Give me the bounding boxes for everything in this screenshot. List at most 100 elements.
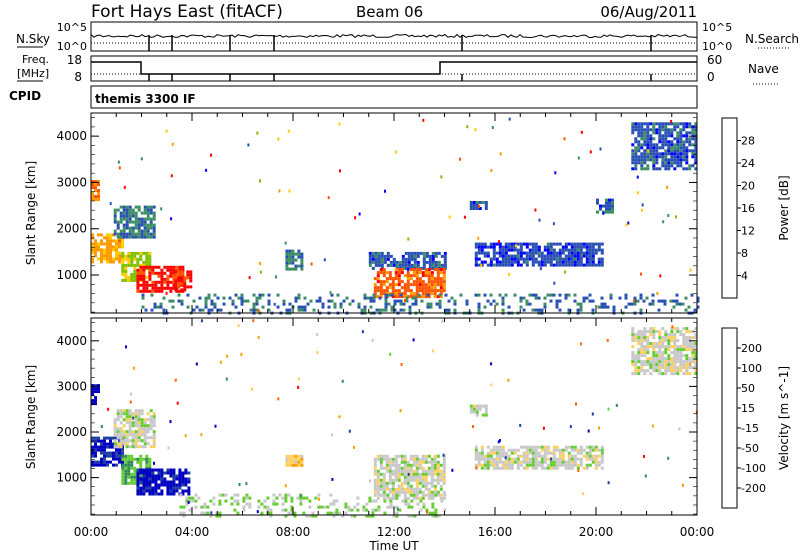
velocity-cell-1375 xyxy=(263,499,267,503)
power-cell-450 xyxy=(288,249,292,253)
velocity-cell-1076 xyxy=(637,369,641,373)
velocity-cell-1539 xyxy=(214,424,217,428)
power-cell-834 xyxy=(495,257,499,261)
velocity-cell-400 xyxy=(163,483,167,487)
velocity-cell-1015 xyxy=(597,454,601,458)
velocity-cell-629 xyxy=(409,484,413,488)
power-cell-731 xyxy=(427,283,431,287)
power-cell-15 xyxy=(97,192,100,196)
power-cell-1277 xyxy=(673,146,677,150)
power-cell-914 xyxy=(531,257,535,261)
power-cell-474 xyxy=(300,264,304,268)
velocity-cell-1016 xyxy=(597,460,601,464)
velocity-cell-1337 xyxy=(206,511,210,515)
velocity-cell-1096 xyxy=(643,345,647,349)
velocity-cell-17 xyxy=(91,445,94,449)
velocity-cell-1228 xyxy=(673,372,677,376)
power-cell-1550 xyxy=(408,308,412,312)
power-cell-1463 xyxy=(288,308,292,312)
velocity-cell-1294 xyxy=(691,351,695,355)
velocity-cell-73 xyxy=(112,451,115,455)
velocity-cell-1029 xyxy=(472,407,476,411)
velocity-cell-206 xyxy=(140,445,144,449)
power-cell-295 xyxy=(148,257,152,261)
velocity-cell-1137 xyxy=(652,366,656,370)
power-cell-481 xyxy=(371,251,375,255)
velocity-cell-476 xyxy=(297,463,301,467)
velocity-cell-1266 xyxy=(685,336,689,340)
velocity-cell-1575 xyxy=(396,507,399,511)
velocity-cell-442 xyxy=(181,483,185,487)
velocity-cell-1453 xyxy=(362,505,366,509)
time-tick-label-5: 20:00 xyxy=(579,525,614,539)
power-cell-486 xyxy=(374,251,378,255)
power-cell-132 xyxy=(125,208,129,212)
velocity-cell-421 xyxy=(172,483,176,487)
velocity-cell-1075 xyxy=(637,366,641,370)
power-cell-395 xyxy=(178,265,182,269)
power-cell-1405 xyxy=(204,305,208,309)
velocity-cell-19 xyxy=(91,451,94,455)
velocity-cell-308 xyxy=(145,457,149,461)
velocity-cell-255 xyxy=(124,463,128,467)
velocity-cell-538 xyxy=(388,460,392,464)
power-cell-1252 xyxy=(667,146,671,150)
power-cell-453 xyxy=(288,258,292,262)
power-cell-1768 xyxy=(247,143,250,147)
power-cell-1436 xyxy=(252,293,256,297)
velocity-cell-130 xyxy=(119,442,123,446)
power-cell-1200 xyxy=(655,146,659,150)
power-cell-112 xyxy=(116,235,120,239)
velocity-cell-1301 xyxy=(694,336,698,340)
power-cell-428 xyxy=(180,288,184,292)
power-cell-194 xyxy=(146,205,150,209)
velocity-cell-1360 xyxy=(236,511,240,515)
power-cell-934 xyxy=(543,245,547,249)
velocity-cell-1475 xyxy=(386,505,390,509)
velocity-cell-1071 xyxy=(637,351,641,355)
power-cell-165 xyxy=(134,226,138,230)
power-cell-1764 xyxy=(259,270,262,274)
power-cell-445 xyxy=(285,255,289,259)
power-cell-373 xyxy=(166,283,170,287)
velocity-cell-563 xyxy=(394,460,398,464)
power-cell-1449 xyxy=(261,305,265,309)
velocity-cell-625 xyxy=(409,469,413,473)
velocity-cell-138 xyxy=(122,436,126,440)
power-cell-770 xyxy=(442,271,446,275)
power-cell-1753 xyxy=(636,191,639,195)
power-cell-1179 xyxy=(649,152,653,156)
power-cell-139 xyxy=(125,232,129,236)
velocity-cell-1097 xyxy=(643,348,647,352)
power-cell-1480 xyxy=(315,299,319,303)
velocity-cell-1302 xyxy=(694,342,698,346)
velocity-cell-238 xyxy=(152,433,156,437)
power-cell-607 xyxy=(379,271,383,275)
velocity-cell-811 xyxy=(495,463,499,467)
power-cell-1052 xyxy=(591,257,595,261)
velocity-cell-189 xyxy=(137,421,141,425)
velocity-cell-848 xyxy=(513,460,517,464)
velocity-cell-454 xyxy=(187,486,191,490)
velocity-cell-987 xyxy=(582,448,586,452)
power-cell-1132 xyxy=(640,131,644,135)
velocity-cell-1390 xyxy=(281,496,285,500)
power-cell-809 xyxy=(480,260,484,264)
power-cell-103 xyxy=(113,217,117,221)
velocity-cell-868 xyxy=(525,454,529,458)
power-cell-888 xyxy=(519,248,523,252)
power-cell-1342 xyxy=(688,143,692,147)
power-cell-1625 xyxy=(534,293,538,297)
power-cell-621 xyxy=(385,271,389,275)
power-cell-521 xyxy=(401,254,405,258)
velocity-cell-1467 xyxy=(377,493,381,497)
velocity-cell-1060 xyxy=(634,360,638,364)
velocity-cell-224 xyxy=(149,409,153,413)
power-cell-1520 xyxy=(375,308,379,312)
velocity-cell-336 xyxy=(139,480,143,484)
velocity-cell-167 xyxy=(131,430,135,434)
power-cell-580 xyxy=(437,251,441,255)
power-cell-1033 xyxy=(585,248,589,252)
velocity-cell-346 xyxy=(142,486,146,490)
power-cell-1148 xyxy=(643,140,647,144)
